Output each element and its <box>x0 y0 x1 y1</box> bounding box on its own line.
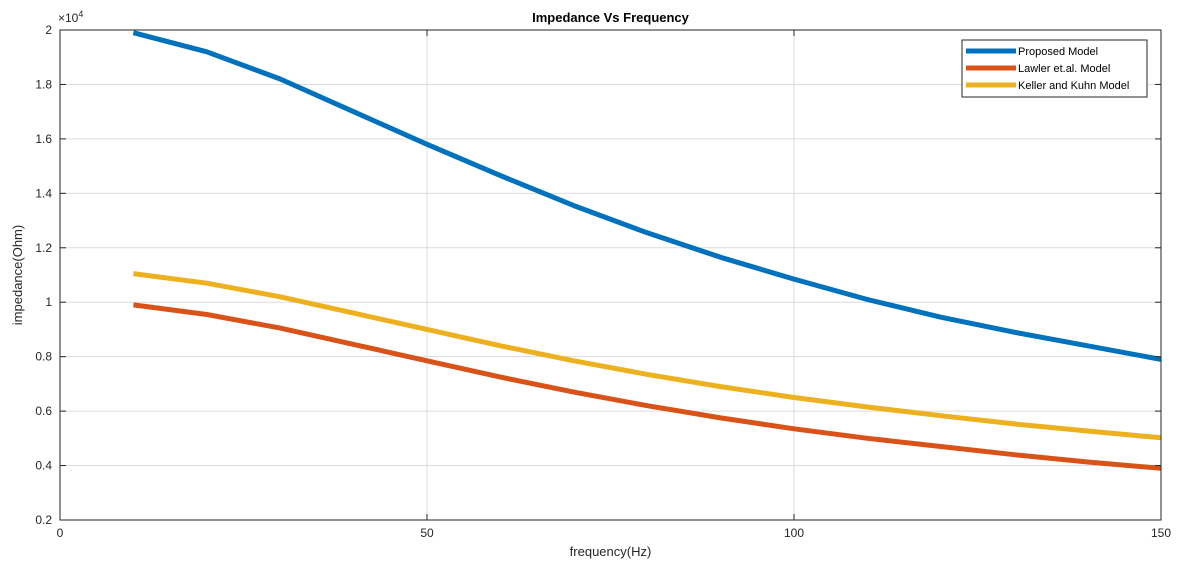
x-axis-ticks: 0 50 100 150 <box>57 30 1171 540</box>
y-axis-ticks: 0.2 0.4 0.6 0.8 1 1.2 1.4 1.6 1.8 2 <box>35 23 1161 527</box>
x-tick-label: 100 <box>784 526 804 540</box>
plot-area <box>60 30 1161 520</box>
x-tick-label: 150 <box>1151 526 1171 540</box>
series-line-0 <box>132 30 1162 362</box>
y-multiplier-exponent: 4 <box>78 9 83 19</box>
series-line-1 <box>133 302 1162 471</box>
y-tick-label: 1.6 <box>35 132 52 146</box>
legend-label-2: Keller and Kuhn Model <box>1018 80 1129 92</box>
y-tick-label: 1.4 <box>35 186 52 200</box>
series-lines <box>132 30 1162 471</box>
legend: Proposed Model Lawler et.al. Model Keller … <box>961 39 1148 98</box>
y-tick-label: 1.8 <box>35 77 52 91</box>
axes-frame <box>59 29 1162 521</box>
y-axis-multiplier: ×104 <box>58 9 83 25</box>
x-axis-label: frequency(Hz) <box>570 544 652 559</box>
y-tick-label: 0.6 <box>35 404 52 418</box>
y-multiplier-base: ×10 <box>58 11 79 25</box>
x-tick-label: 0 <box>57 526 64 540</box>
y-axis-label: impedance(Ohm) <box>10 225 25 325</box>
y-tick-label: 1 <box>45 295 52 309</box>
y-tick-label: 2 <box>45 23 52 37</box>
legend-label-0: Proposed Model <box>1018 46 1098 58</box>
series-line-2 <box>133 271 1162 441</box>
x-tick-label: 50 <box>420 526 434 540</box>
legend-label-1: Lawler et.al. Model <box>1018 63 1110 75</box>
y-tick-label: 0.8 <box>35 350 52 364</box>
chart-title: Impedance Vs Frequency <box>532 10 690 25</box>
y-tick-label: 1.2 <box>35 241 52 255</box>
y-tick-label: 0.2 <box>35 513 52 527</box>
y-tick-label: 0.4 <box>35 459 52 473</box>
